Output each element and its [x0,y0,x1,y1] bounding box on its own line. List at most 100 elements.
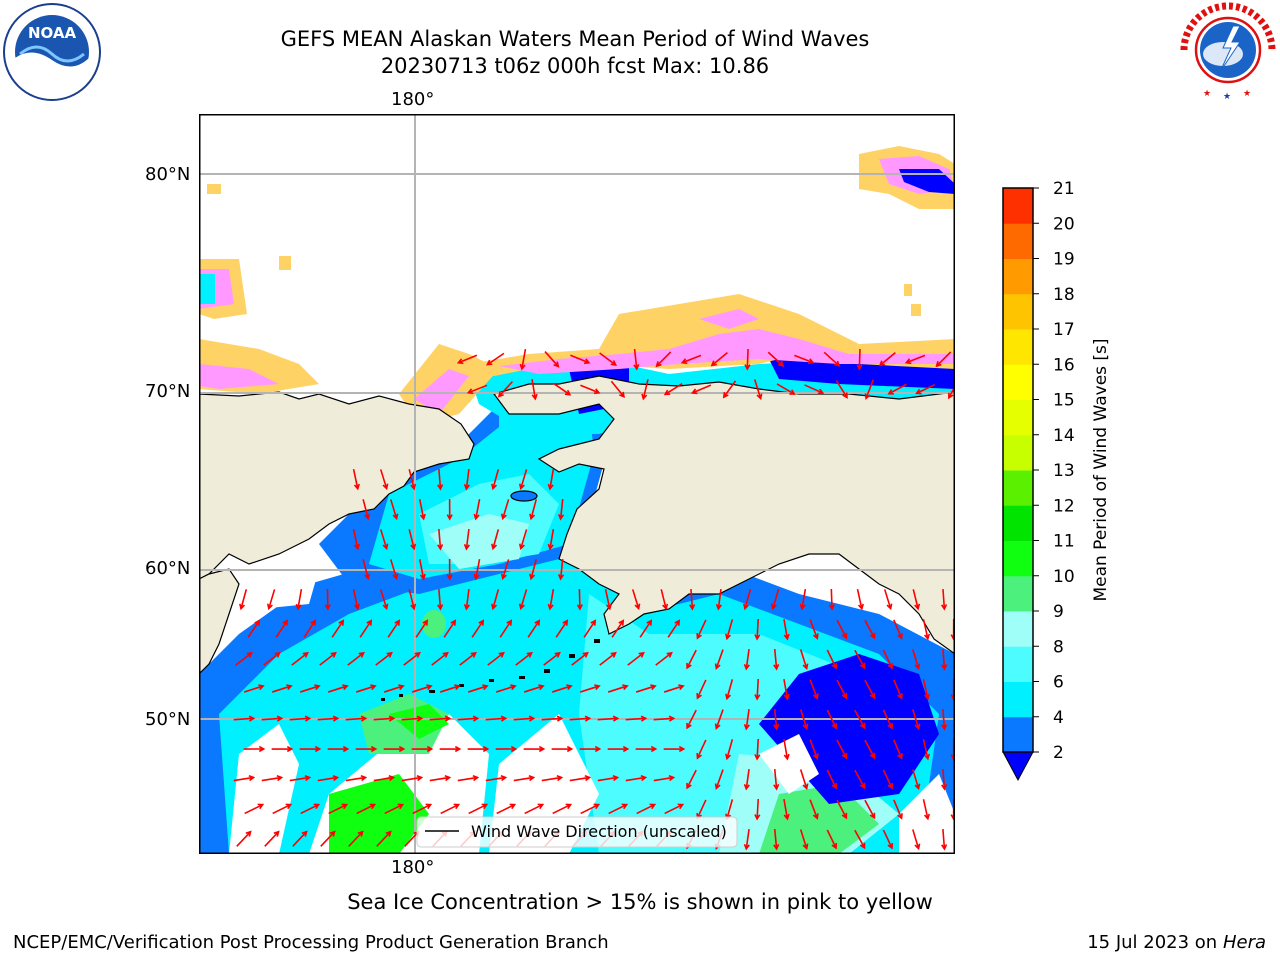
wind-arrow [275,619,289,638]
wind-arrow [401,775,424,782]
wind-arrow [463,528,470,551]
wind-arrow [625,775,648,782]
wind-arrow [893,679,903,700]
colorbar-ticks: 2 4 6 8 9 10 11 12 13 14 15 16 17 18 19 20 21 [1033,179,1075,763]
wind-arrow [439,684,461,693]
title-line-1: GEFS MEAN Alaskan Waters Mean Period of … [280,27,870,51]
svg-text:★: ★ [1243,89,1251,99]
wind-arrow [300,803,321,815]
wind-arrow [655,651,673,666]
wind-arrow [271,745,294,753]
wind-arrow [408,529,417,551]
wind-arrow [887,383,907,395]
colorbar-bin [1003,540,1033,577]
colorbar-bin [1003,188,1033,224]
wind-arrow [689,588,696,611]
wind-arrow [607,684,629,693]
wind-arrow [500,499,510,521]
wind-arrow [912,829,921,851]
colorbar-bin [1003,364,1033,400]
wind-arrow [359,619,373,638]
wind-arrow [543,651,561,666]
nws-logo: ★ ★ ★ [1178,2,1278,102]
wind-arrow [463,588,470,611]
wind-arrow [401,715,424,722]
wind-arrow [576,588,583,611]
wind-arrow [744,348,751,371]
colorbar-tick-label: 16 [1053,355,1075,375]
wind-arrow [809,679,819,700]
colorbar-tick-label: 20 [1053,214,1075,234]
wind-arrow [569,715,592,722]
wind-arrow [235,651,253,666]
colorbar-tick-label: 10 [1053,567,1075,587]
wind-arrow [491,589,500,611]
colorbar-tick-label: 9 [1053,602,1064,622]
wind-arrow [783,739,790,761]
land-masses [199,375,955,675]
wind-arrow [387,619,401,638]
wind-arrow [379,469,389,491]
colorbar-bin [1003,716,1033,753]
wind-arrow [864,379,875,400]
wind-arrow [327,684,349,693]
wind-arrow [261,715,284,722]
colorbar-bin [1003,470,1033,506]
wind-arrow [809,619,819,640]
wind-arrow [856,348,863,371]
wind-arrow [500,559,510,581]
wind-arrow [915,384,936,395]
wind-arrow [272,803,293,815]
colorbar-bin [1003,399,1033,436]
wind-arrow [411,745,434,753]
wind-arrow [320,830,336,847]
wind-arrow [264,830,280,847]
wind-arrow [631,589,641,611]
wind-arrow [882,829,894,850]
wind-arrow [583,619,597,638]
wind-arrow [473,559,481,581]
map-panel: Wind Wave Direction (unscaled) [199,114,955,854]
wind-arrow [327,745,350,753]
colorbar-tick-label: 8 [1053,637,1064,657]
wind-arrow [611,619,625,638]
wind-arrow [317,715,340,722]
colorbar: 2 4 6 8 9 10 11 12 13 14 15 16 17 18 19 20 21 Mean Perio… [1002,179,1111,782]
wind-arrow [912,589,921,611]
wind-arrow [356,803,377,815]
wind-arrow [411,684,433,693]
wind-arrow [352,469,360,491]
wind-arrow [597,715,620,722]
wind-arrow [753,379,763,401]
wind-arrow [799,709,809,731]
wind-arrow [456,354,478,365]
wind-arrow [799,649,809,671]
wind-arrow [773,648,780,671]
wind-arrow [443,619,457,638]
wind-arrow [303,619,317,638]
wind-arrow [437,528,444,551]
wind-arrow [362,499,371,521]
wind-arrow [579,745,602,753]
wind-arrow [941,648,948,671]
wind-arrow [415,619,429,638]
wind-arrow [599,651,617,666]
map-graticule [199,114,955,854]
colorbar-tick-label: 14 [1053,426,1075,446]
colorbar-bin [1003,505,1033,541]
wind-arrow [299,745,322,753]
wind-arrow [663,745,686,753]
wind-arrow [487,651,505,666]
wind-arrow [518,589,528,611]
wind-arrow [495,684,517,693]
wind-arrow [893,799,903,820]
wind-arrow [485,775,508,782]
wind-arrow [823,351,841,367]
wind-arrow [579,684,601,693]
noaa-logo-icon: NOAA [3,3,101,101]
wind-arrow [389,499,399,521]
wind-arrow [686,709,697,730]
wind-arrow [743,768,750,791]
wind-arrow [653,775,676,782]
wind-arrow [457,715,480,722]
